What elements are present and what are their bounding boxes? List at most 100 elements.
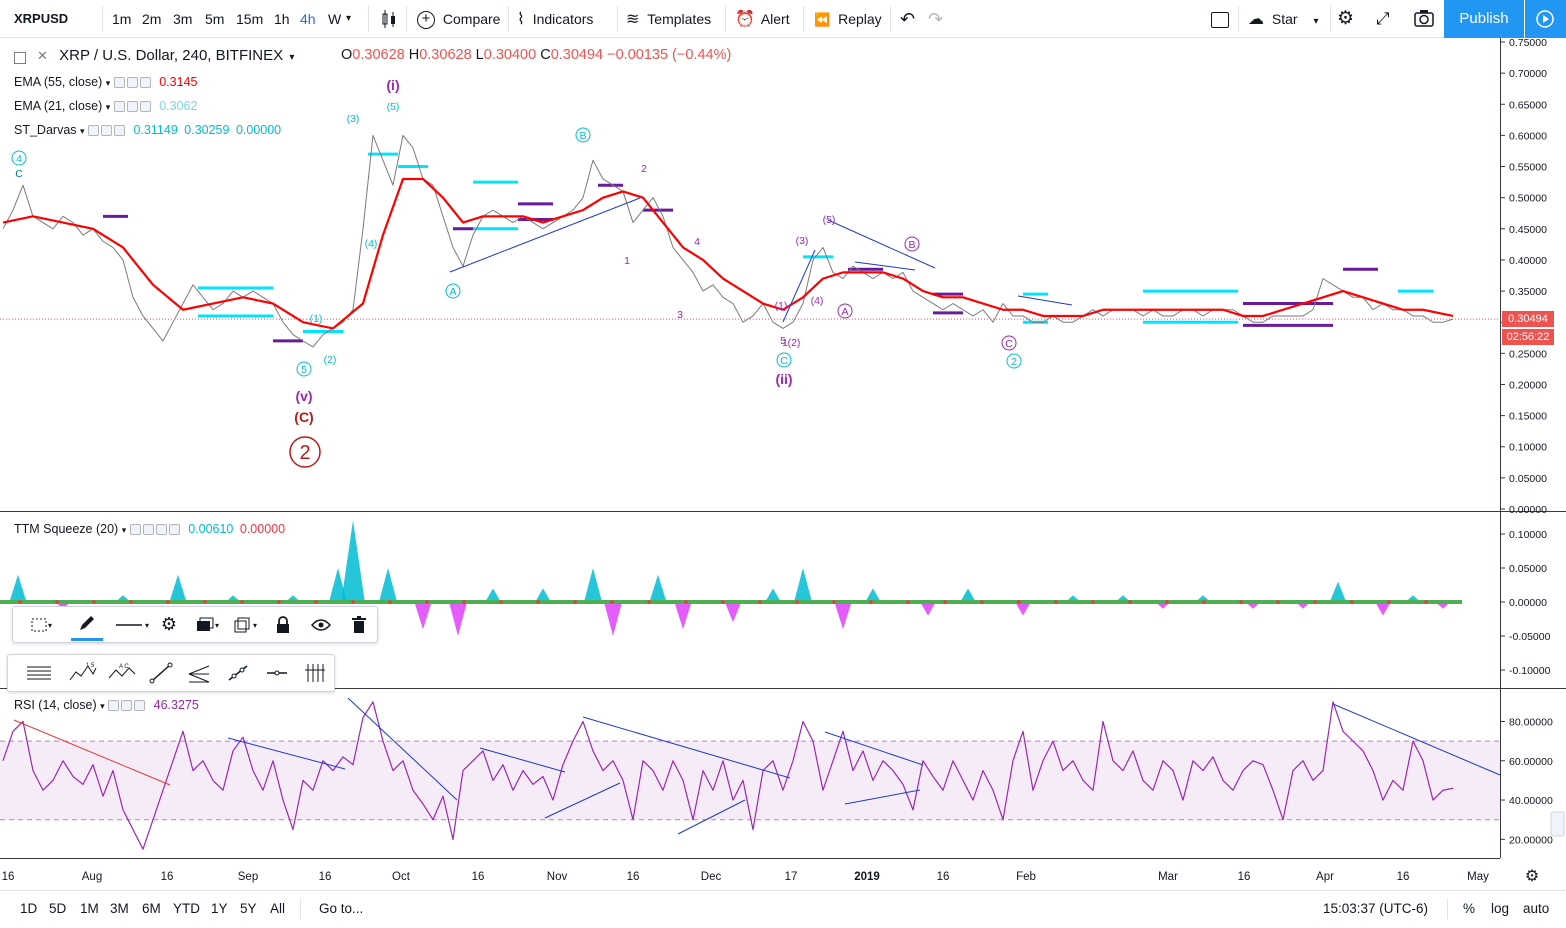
range-all[interactable]: All — [270, 901, 286, 916]
templates-button[interactable]: ≋ Templates — [626, 0, 711, 38]
timeframe-2m[interactable]: 2m — [142, 11, 162, 27]
rsi-axis-label: 20.00000 — [1509, 834, 1553, 846]
timeframe-5m[interactable]: 5m — [205, 11, 225, 27]
price-axis-label: 0.05000 — [1509, 473, 1547, 485]
range-5d[interactable]: 5D — [49, 901, 67, 916]
eye-icon[interactable] — [88, 125, 100, 137]
eye-icon[interactable] — [113, 101, 125, 113]
template-icon[interactable]: ▾ — [23, 607, 63, 642]
close-icon[interactable] — [134, 700, 146, 712]
range-1d[interactable]: 1D — [20, 901, 38, 916]
timezone-clock[interactable]: 15:03:37 (UTC-6) — [1323, 901, 1429, 916]
rsi-axis-label: 40.00000 — [1509, 795, 1553, 807]
range-3m[interactable]: 3M — [110, 901, 129, 916]
darvas-legend[interactable]: ST_Darvas ▾ 0.31149 0.30259 0.00000 — [14, 121, 281, 139]
horizontal-ray-icon[interactable] — [260, 655, 294, 691]
ttm-histogram-bar — [1015, 602, 1031, 616]
ttm-squeeze-dot — [573, 600, 577, 604]
ema55-legend[interactable]: EMA (55, close) ▾ 0.3145 — [14, 73, 197, 91]
gear-icon[interactable] — [121, 700, 133, 712]
layers-icon[interactable]: ▾ — [189, 607, 229, 642]
gear-icon[interactable] — [126, 101, 138, 113]
timeframe-1m[interactable]: 1m — [112, 11, 132, 27]
close-icon[interactable] — [168, 524, 180, 536]
pitchfork-icon[interactable] — [182, 655, 216, 691]
percent-toggle[interactable]: % — [1463, 901, 1476, 916]
range-5y[interactable]: 5Y — [240, 901, 257, 916]
expand-icon[interactable]: ⤢ — [1376, 9, 1390, 28]
time-axis-label: 16 — [1397, 871, 1410, 883]
trend-line-icon[interactable] — [144, 655, 178, 691]
lock-icon[interactable] — [268, 607, 298, 642]
indicators-button[interactable]: ⌇ Indicators — [517, 0, 593, 38]
collapse-legend-icon[interactable] — [14, 48, 26, 66]
chevron-down-icon[interactable]: ▾ — [346, 13, 352, 24]
elliott-correction-icon[interactable]: A C — [105, 655, 139, 691]
replay-button[interactable]: ⏪ Replay — [814, 0, 882, 38]
rsi-legend[interactable]: RSI (14, close) ▾ 46.3275 — [14, 696, 199, 714]
gear-icon[interactable] — [101, 125, 113, 137]
ray-icon[interactable] — [221, 655, 255, 691]
eye-icon[interactable] — [129, 524, 141, 536]
redo-icon[interactable]: ↷ — [928, 9, 944, 29]
gear-icon[interactable]: ⚙ — [160, 614, 178, 634]
gear-icon: ⚙ — [1525, 868, 1539, 885]
timeframe-w[interactable]: W — [328, 11, 342, 27]
range-6m[interactable]: 6M — [142, 901, 161, 916]
ttm-squeeze-dot — [351, 600, 355, 604]
symbol-search[interactable]: XRPUSD — [14, 11, 69, 26]
chart-canvas[interactable]: 0.75000 0.70000 0.65000 0.60000 0.55000 0.500… — [0, 0, 1566, 890]
svg-text:▾: ▾ — [215, 621, 219, 630]
auto-toggle[interactable]: auto — [1523, 901, 1550, 916]
trash-icon[interactable] — [344, 607, 374, 642]
log-toggle[interactable]: log — [1491, 901, 1510, 916]
vertical-bars-icon[interactable] — [298, 655, 332, 691]
eye-icon[interactable] — [306, 607, 336, 642]
candles-icon[interactable] — [380, 0, 398, 38]
compare-button[interactable]: + Compare — [417, 0, 500, 38]
ema21-legend[interactable]: EMA (21, close) ▾ 0.3062 — [14, 97, 197, 115]
alert-button[interactable]: ⏰ Alert — [735, 0, 790, 38]
gear-icon[interactable] — [126, 77, 138, 89]
elliott-impulse-icon[interactable]: 1 5 — [66, 655, 100, 691]
ttm-histogram-bar — [169, 574, 187, 602]
undo-icon[interactable]: ↶ — [900, 9, 916, 29]
ttm-squeeze-dot — [647, 600, 651, 604]
star-label: Star — [1271, 11, 1298, 27]
close-icon[interactable] — [139, 77, 151, 89]
main-pane-title[interactable]: ✕ XRP / U.S. Dollar, 240, BITFINEX ▾ — [37, 47, 294, 64]
ttm-squeeze-dot — [610, 600, 614, 604]
close-icon[interactable] — [139, 101, 151, 113]
pencil-color-icon[interactable] — [71, 607, 103, 641]
eye-icon[interactable] — [113, 77, 125, 89]
chevron-down-icon: ▾ — [100, 701, 105, 711]
gear-icon[interactable] — [142, 524, 154, 536]
publish-button[interactable]: Publish — [1444, 0, 1524, 38]
timeframe-3m[interactable]: 3m — [173, 11, 193, 27]
fullscreen-layout-icon[interactable] — [1211, 0, 1229, 38]
time-axis-label: Mar — [1158, 871, 1178, 883]
range-1y[interactable]: 1Y — [211, 901, 228, 916]
range-1m[interactable]: 1M — [80, 901, 99, 916]
timeframe-15m[interactable]: 15m — [236, 11, 264, 27]
star-button[interactable]: ☁ Star ▾ — [1248, 0, 1319, 38]
line-style-icon[interactable]: ▾ — [111, 607, 157, 642]
horizontal-lines-icon[interactable] — [24, 655, 54, 691]
top-toolbar: XRPUSD 1m 2m 3m 5m 15m 1h 4h W ▾ + Compa… — [0, 0, 1566, 38]
timeframe-4h[interactable]: 4h — [300, 11, 316, 27]
divider — [1330, 6, 1331, 32]
gear-icon[interactable]: ⚙ — [1337, 8, 1355, 29]
range-ytd[interactable]: YTD — [173, 901, 200, 916]
trend-line — [1017, 295, 1073, 306]
close-icon[interactable] — [114, 125, 126, 137]
camera-icon[interactable] — [1413, 0, 1435, 38]
ttm-squeeze-dot — [18, 600, 22, 604]
timeframe-1h[interactable]: 1h — [274, 11, 290, 27]
eye-icon[interactable] — [108, 700, 120, 712]
ttm-legend[interactable]: TTM Squeeze (20) ▾ 0.00610 0.00000 — [14, 520, 285, 538]
goto-button[interactable]: Go to... — [319, 901, 364, 916]
publish-play-button[interactable] — [1525, 0, 1566, 38]
clone-icon[interactable]: ▾ — [227, 607, 267, 642]
close-label: C — [540, 47, 551, 63]
source-icon[interactable] — [155, 524, 167, 536]
